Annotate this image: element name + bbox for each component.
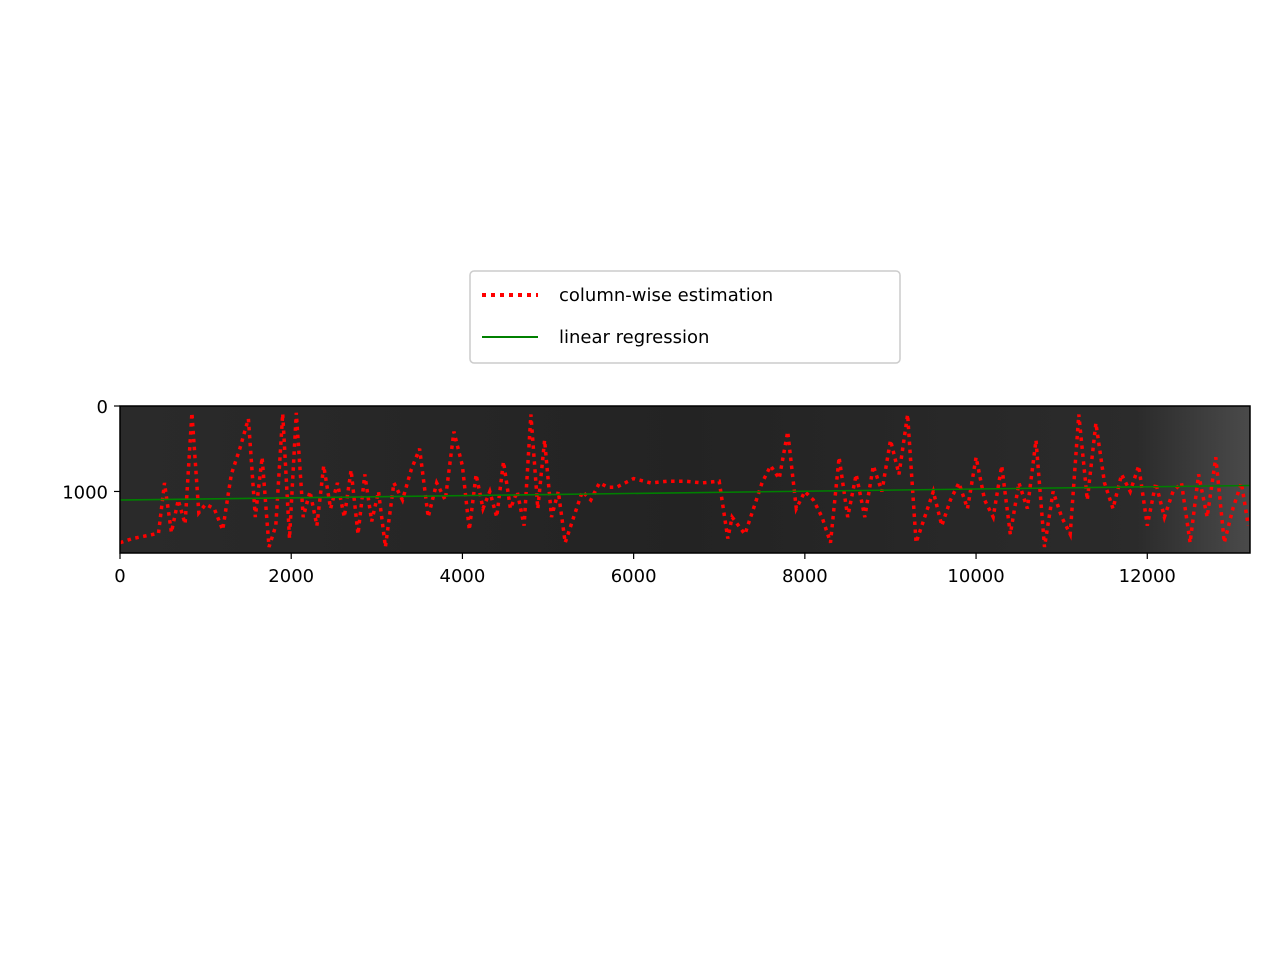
x-tick-label: 6000 bbox=[611, 566, 657, 587]
y-tick-label: 1000 bbox=[62, 482, 108, 503]
series-column-wise-estimation bbox=[119, 412, 1251, 548]
x-tick-label: 10000 bbox=[947, 566, 1004, 587]
x-tick-label: 4000 bbox=[440, 566, 486, 587]
axes-frame bbox=[119, 405, 1251, 554]
legend-label-linear-regression: linear regression bbox=[559, 327, 709, 348]
x-axis: 0 2000 4000 6000 8000 10000 12000 bbox=[114, 553, 1176, 587]
image-background bbox=[120, 406, 1250, 553]
x-tick-label: 2000 bbox=[268, 566, 314, 587]
y-axis: 0 1000 bbox=[62, 397, 120, 503]
x-tick-label: 8000 bbox=[782, 566, 828, 587]
legend: column-wise estimation linear regression bbox=[469, 270, 901, 364]
y-tick-label: 0 bbox=[97, 397, 108, 418]
legend-label-column-wise-estimation: column-wise estimation bbox=[559, 285, 773, 306]
x-tick-label: 0 bbox=[114, 566, 125, 587]
plot-area bbox=[119, 405, 1251, 554]
series-linear-regression bbox=[119, 484, 1251, 501]
legend-box bbox=[469, 270, 901, 364]
x-tick-label: 12000 bbox=[1119, 566, 1176, 587]
series-layer bbox=[119, 412, 1251, 548]
